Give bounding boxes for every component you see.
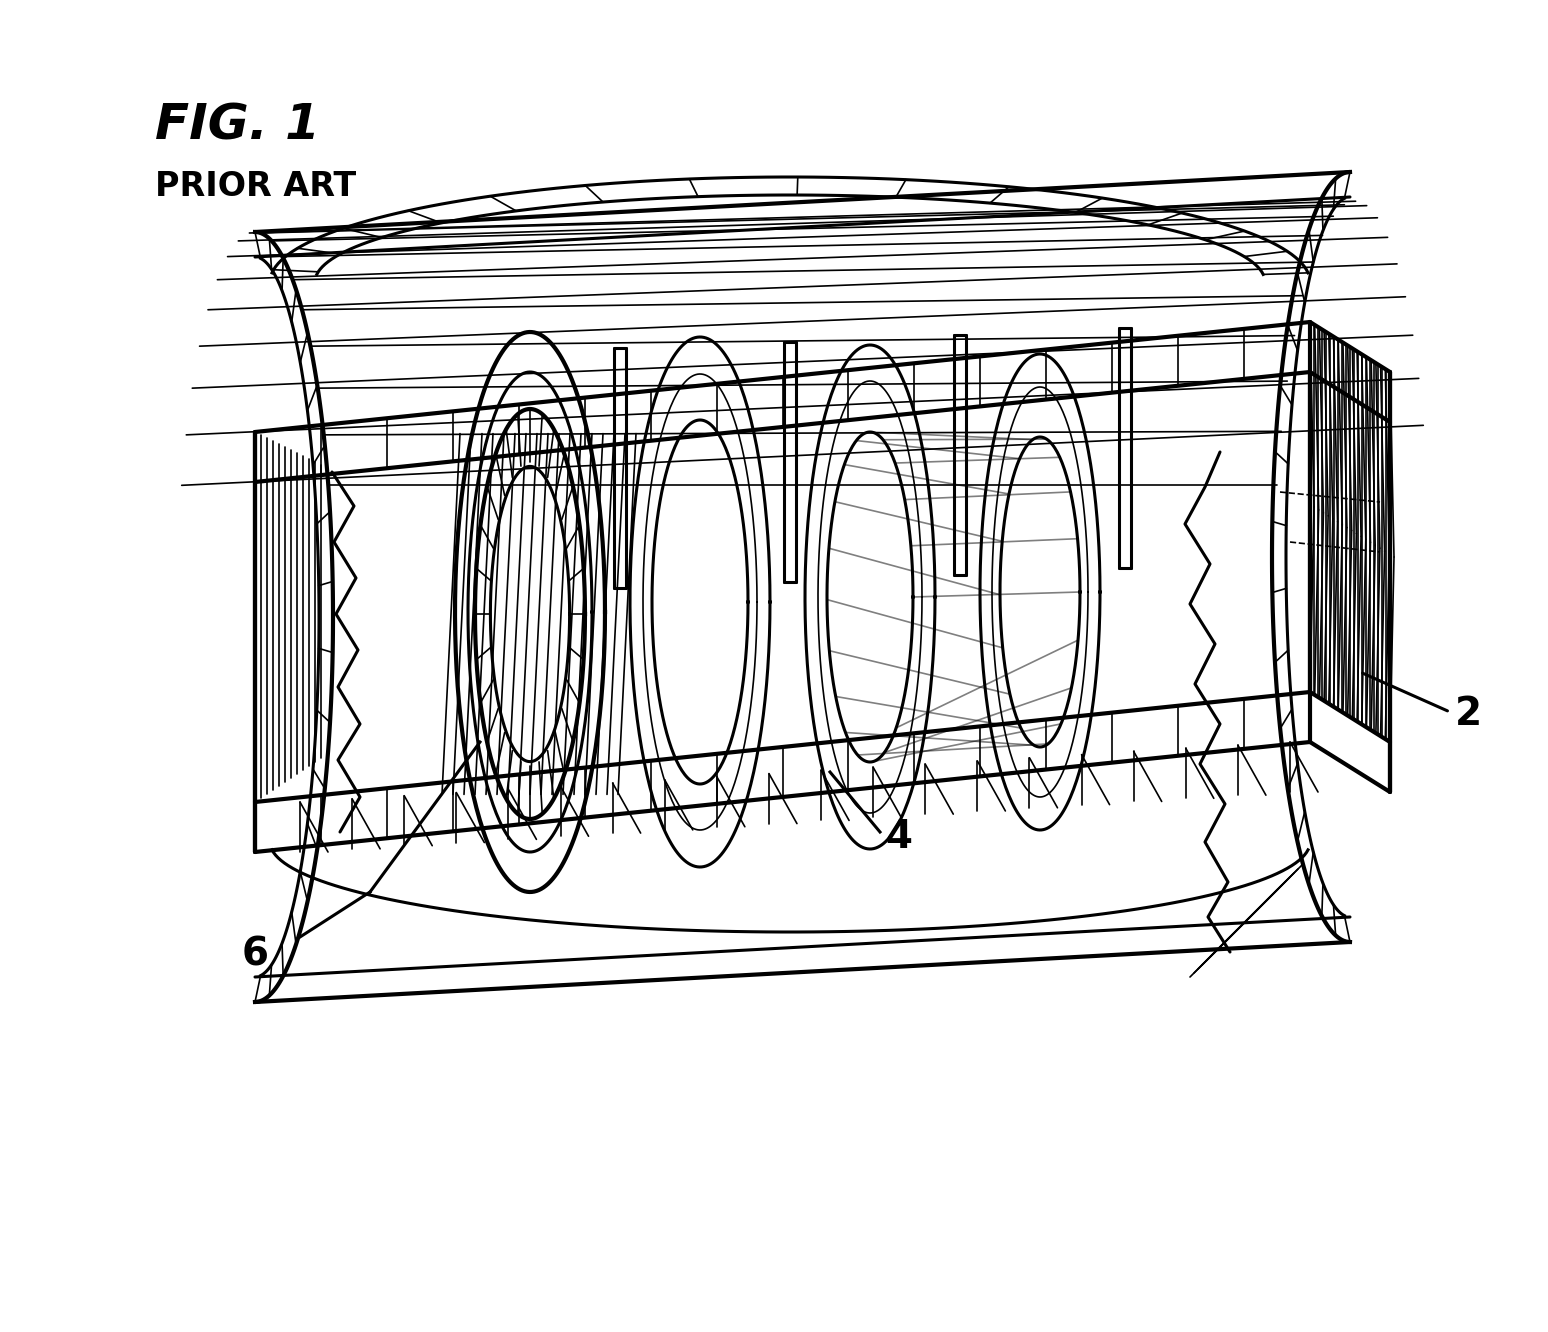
Text: 2: 2 (1455, 695, 1481, 733)
Text: 6: 6 (241, 935, 268, 972)
Text: FIG. 1: FIG. 1 (155, 103, 320, 151)
Text: PRIOR ART: PRIOR ART (155, 170, 356, 202)
Text: 4: 4 (885, 818, 912, 856)
